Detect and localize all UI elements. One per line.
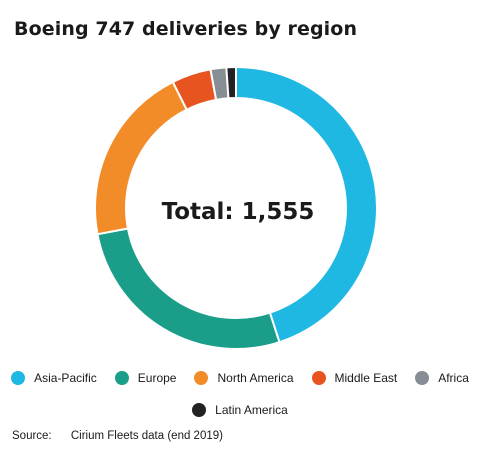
legend-item-europe: Europe (114, 371, 177, 385)
legend-label: North America (217, 371, 294, 385)
legend-swatch (415, 371, 430, 385)
source-label: Source: (12, 430, 52, 442)
source-note: Source: Cirium Fleets data (end 2019) (12, 430, 223, 442)
legend-label: Africa (438, 371, 469, 385)
legend-label: Asia-Pacific (34, 371, 97, 385)
legend-swatch (114, 371, 129, 385)
legend-item-asia-pacific: Asia-Pacific (11, 371, 97, 385)
legend-label: Middle East (334, 371, 398, 385)
slice-europe (96, 227, 281, 350)
legend-label: Europe (137, 371, 177, 385)
legend-item-africa: Africa (415, 371, 469, 385)
chart-title: Boeing 747 deliveries by region (14, 18, 358, 40)
legend-swatch (192, 403, 207, 417)
legend-swatch (311, 371, 326, 385)
legend-item-north-america: North America (194, 371, 294, 385)
total-label: Total: 1,555 (162, 199, 315, 225)
slice-asia-pacific (235, 65, 378, 344)
donut-chart: Total: 1,555 (94, 65, 378, 350)
slice-latin-america (225, 65, 237, 100)
legend-item-middle-east: Middle East (311, 371, 398, 385)
legend-row-2: Latin America (0, 403, 480, 417)
legend-label: Latin America (215, 403, 288, 417)
source-text: Cirium Fleets data (end 2019) (70, 430, 223, 442)
legend-swatch (194, 371, 209, 385)
donut-slices (94, 65, 378, 350)
legend: Asia-Pacific Europe North America Middle… (0, 371, 480, 385)
legend-item-latin-america: Latin America (192, 403, 288, 417)
legend-swatch (11, 371, 26, 385)
